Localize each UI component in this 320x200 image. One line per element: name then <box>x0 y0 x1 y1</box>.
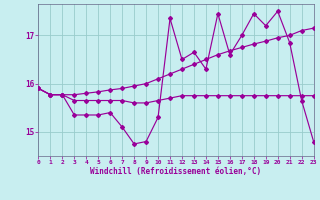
X-axis label: Windchill (Refroidissement éolien,°C): Windchill (Refroidissement éolien,°C) <box>91 167 261 176</box>
